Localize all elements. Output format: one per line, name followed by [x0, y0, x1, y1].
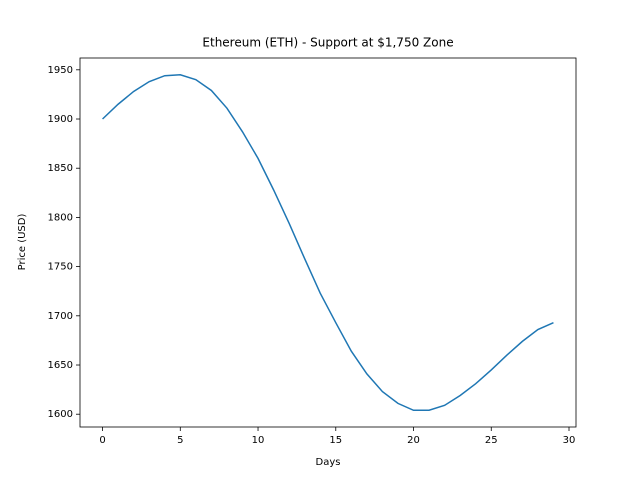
y-tick-label: 1800 [48, 212, 73, 223]
x-tick-label: 30 [563, 435, 576, 446]
y-tick-label: 1850 [48, 163, 73, 174]
line-series [102, 73, 554, 412]
chart-title: Ethereum (ETH) - Support at $1,750 Zone [202, 36, 453, 50]
y-tick-label: 1600 [48, 409, 73, 420]
x-tick-label: 5 [177, 435, 183, 446]
y-tick-label: 1650 [48, 360, 73, 371]
x-tick-label: 15 [329, 435, 342, 446]
y-axis-label: Price (USD) [17, 214, 28, 271]
plot-frame [79, 57, 577, 428]
y-tick-label: 1750 [48, 262, 73, 273]
y-tick-label: 1950 [48, 65, 73, 76]
x-axis-label: Days [316, 457, 341, 468]
y-tick-label: 1700 [48, 311, 73, 322]
x-tick-label: 20 [407, 435, 420, 446]
x-tick-label: 25 [485, 435, 498, 446]
x-tick-label: 0 [99, 435, 105, 446]
x-tick-label: 10 [252, 435, 265, 446]
y-tick-label: 1900 [48, 114, 73, 125]
